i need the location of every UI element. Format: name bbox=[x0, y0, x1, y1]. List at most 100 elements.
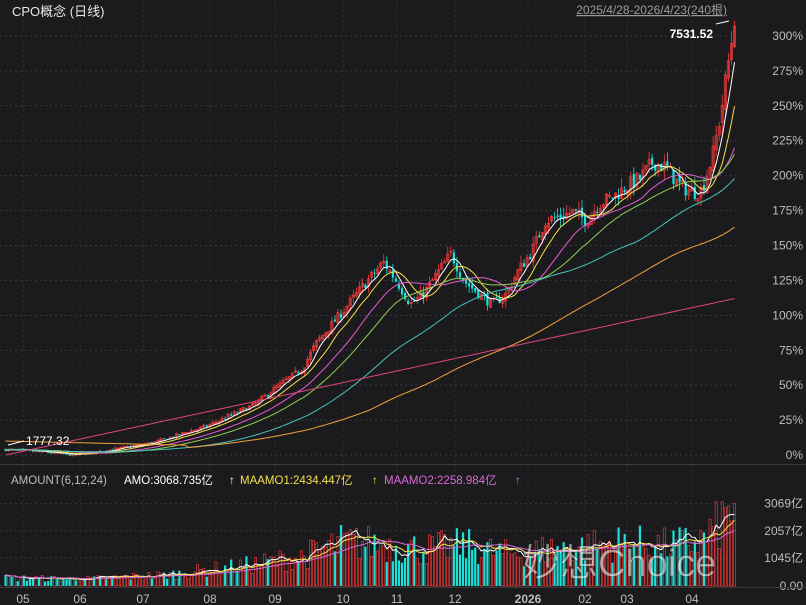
volume-bar bbox=[184, 576, 187, 587]
candle-body bbox=[28, 450, 32, 452]
volume-bar bbox=[111, 575, 114, 586]
candle-body bbox=[351, 294, 355, 298]
volume-bar bbox=[312, 539, 315, 587]
volume-bar bbox=[519, 557, 523, 587]
volume-bar bbox=[52, 576, 56, 587]
candle-body bbox=[220, 417, 224, 422]
candle-body bbox=[236, 412, 239, 414]
volume-bar bbox=[723, 507, 727, 587]
candle-body bbox=[632, 173, 635, 189]
candle-body bbox=[315, 339, 319, 348]
volume-bar bbox=[726, 505, 730, 587]
volume-bar bbox=[403, 557, 407, 586]
candle-body bbox=[330, 320, 334, 334]
volume-bar bbox=[477, 563, 480, 586]
candle-body bbox=[205, 425, 208, 427]
candle-body bbox=[403, 292, 407, 300]
volume-bar bbox=[7, 576, 10, 587]
candle-body bbox=[324, 332, 328, 337]
candle-body bbox=[287, 376, 291, 381]
candle-body bbox=[34, 450, 38, 453]
volume-bar bbox=[315, 542, 319, 587]
volume-average-lines bbox=[5, 513, 735, 581]
volume-bar bbox=[596, 548, 599, 586]
volume-bar bbox=[654, 547, 657, 586]
candle-body bbox=[507, 287, 511, 293]
candle-body bbox=[373, 272, 376, 274]
candle-body bbox=[364, 284, 367, 289]
volume-bar bbox=[431, 536, 434, 587]
volume-bar bbox=[675, 539, 678, 587]
volume-bar bbox=[95, 575, 99, 587]
candle-body bbox=[443, 261, 447, 264]
candle-body bbox=[604, 193, 608, 205]
candle-body bbox=[434, 273, 438, 281]
volume-bar bbox=[123, 575, 126, 587]
volume-bar bbox=[278, 550, 282, 587]
volume-bar bbox=[77, 581, 81, 587]
volume-bar bbox=[437, 531, 441, 587]
candle-body bbox=[119, 446, 123, 449]
volume-bar bbox=[193, 571, 197, 587]
volume-bar bbox=[708, 518, 712, 587]
volume-bar bbox=[166, 578, 169, 586]
volume-bar bbox=[178, 570, 181, 586]
volume-bar bbox=[681, 530, 685, 587]
candle-body bbox=[400, 288, 404, 295]
volume-bar bbox=[147, 572, 151, 587]
volume-y-tick-label: 0.00 bbox=[780, 579, 804, 593]
ma250-line bbox=[5, 298, 735, 456]
candle-body bbox=[422, 292, 425, 298]
candle-body bbox=[553, 217, 556, 219]
x-tick-label: 02 bbox=[578, 592, 592, 605]
amo-value: AMO:3068.735亿 bbox=[124, 474, 213, 487]
candle-body bbox=[717, 126, 721, 136]
candle-body bbox=[702, 185, 706, 191]
volume-bar bbox=[440, 530, 444, 587]
candle-body bbox=[565, 213, 569, 219]
candle-body bbox=[321, 334, 325, 340]
volume-bar bbox=[266, 559, 269, 586]
volume-bar bbox=[547, 557, 550, 587]
candle-body bbox=[601, 204, 605, 208]
volume-bar bbox=[513, 552, 517, 587]
volume-bar bbox=[498, 543, 501, 586]
volume-panel: 3069亿 2057亿 1045亿 0.00 bbox=[0, 496, 803, 593]
candle-body bbox=[596, 212, 599, 214]
volume-bar bbox=[168, 572, 172, 587]
candle-body bbox=[226, 414, 230, 419]
volume-bar bbox=[687, 545, 691, 587]
date-range-link[interactable]: 2025/4/28-2026/4/23(240根) bbox=[576, 3, 727, 17]
volume-bar bbox=[74, 580, 77, 586]
candle-body bbox=[711, 145, 715, 172]
high-value-leader bbox=[715, 20, 730, 25]
price-y-tick-label: 200% bbox=[772, 169, 803, 183]
watermark-logo: 妙想Choice bbox=[522, 543, 716, 585]
volume-bar bbox=[415, 557, 419, 587]
volume-bar bbox=[37, 577, 41, 586]
candle-body bbox=[464, 280, 468, 284]
candle-body bbox=[684, 181, 687, 196]
candle-body bbox=[394, 278, 398, 282]
ma30-line bbox=[5, 154, 735, 453]
volume-bar bbox=[717, 548, 721, 587]
volume-bar bbox=[275, 563, 279, 587]
x-tick-label: 2026 bbox=[515, 592, 542, 605]
candle-body bbox=[342, 311, 346, 317]
volume-bar bbox=[138, 578, 142, 587]
volume-bar bbox=[205, 576, 208, 586]
volume-bar bbox=[489, 538, 492, 587]
x-tick-label: 10 bbox=[336, 592, 350, 605]
volume-bar bbox=[495, 550, 498, 586]
candle-body bbox=[666, 161, 669, 167]
volume-bar bbox=[461, 532, 465, 586]
volume-bar bbox=[666, 556, 669, 586]
volume-bar bbox=[507, 548, 511, 587]
volume-bar bbox=[592, 530, 596, 587]
volume-bar bbox=[651, 559, 654, 586]
candle-body bbox=[327, 330, 331, 335]
volume-bar bbox=[534, 540, 538, 587]
candle-body bbox=[540, 232, 544, 241]
volume-bar bbox=[452, 545, 455, 586]
candle-body bbox=[696, 198, 700, 202]
